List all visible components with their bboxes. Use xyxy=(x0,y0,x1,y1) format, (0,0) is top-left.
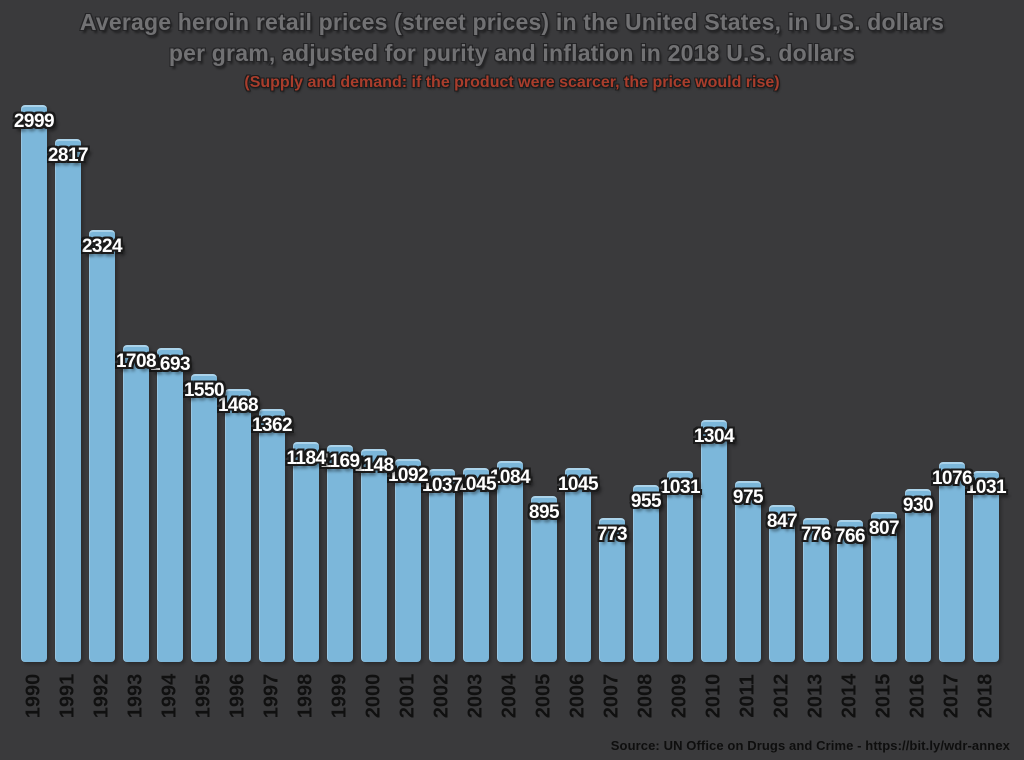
bar-value-label: 1148 xyxy=(352,453,396,478)
year-axis-label: 1992 xyxy=(90,673,113,719)
bar-2011: 975 2011 xyxy=(731,481,766,718)
bar-value-label: 2817 xyxy=(46,143,91,168)
chart-subtitle: (Supply and demand: if the product were … xyxy=(244,73,781,92)
year-axis-label: 2016 xyxy=(906,673,929,719)
year-axis-label: 2006 xyxy=(566,673,589,719)
year-axis-label: 2011 xyxy=(736,674,759,718)
bar-2007: 773 2007 xyxy=(595,518,630,718)
bar-2001: 1092 2001 xyxy=(386,459,431,718)
bar-2006: 1045 2006 xyxy=(556,468,601,718)
bar-2016: 930 2016 xyxy=(901,489,936,718)
bar-1990: 2999 1990 xyxy=(12,105,57,718)
bar-1998: 1184 1998 xyxy=(284,442,328,718)
bar-value-label: 2324 xyxy=(80,234,125,259)
bar-value-label: 1708 xyxy=(114,349,159,374)
bar-value-label: 930 xyxy=(901,493,936,518)
year-axis-label: 2012 xyxy=(770,673,793,719)
year-axis-label: 2013 xyxy=(804,673,827,719)
bar-value-label: 1184 xyxy=(284,446,328,471)
bar-1993: 1708 1993 xyxy=(114,345,159,718)
bar-value-label: 2999 xyxy=(12,109,57,134)
bar-1999: 1169 1999 xyxy=(318,445,362,718)
year-axis-label: 1996 xyxy=(226,673,249,719)
year-axis-label: 2004 xyxy=(498,673,521,719)
bar-value-label: 1550 xyxy=(182,378,227,403)
bar-value-label: 1362 xyxy=(250,413,295,438)
bar-2010: 1304 2010 xyxy=(692,420,737,718)
year-axis-label: 1999 xyxy=(328,673,351,719)
bar-2018: 1031 2018 xyxy=(964,471,1009,718)
year-axis-label: 2008 xyxy=(634,673,657,719)
year-axis-label: 2003 xyxy=(464,673,487,719)
chart-title-line-1: Average heroin retail prices (street pri… xyxy=(79,8,945,36)
bar-2012: 847 2012 xyxy=(765,505,800,718)
year-axis-label: 1994 xyxy=(158,673,181,719)
year-axis-label: 2000 xyxy=(362,673,385,719)
bar-value-label: 1092 xyxy=(386,463,431,488)
bar-value-label: 1084 xyxy=(488,465,533,490)
bar-value-label: 1304 xyxy=(692,424,737,449)
year-axis-label: 2018 xyxy=(974,673,997,719)
year-axis-label: 2017 xyxy=(940,673,963,719)
bar-1996: 1468 1996 xyxy=(216,389,261,718)
bar-2008: 955 2008 xyxy=(629,485,664,718)
year-axis-label: 2005 xyxy=(532,673,555,719)
bar-1991: 2817 1991 xyxy=(46,139,91,718)
year-axis-label: 2009 xyxy=(668,673,691,719)
bar-value-label: 1037 xyxy=(420,473,465,498)
bar-value-label: 1693 xyxy=(148,352,193,377)
bar-2005: 895 2005 xyxy=(527,496,562,718)
bar-value-label: 776 xyxy=(799,522,834,547)
bar-value-label: 955 xyxy=(629,489,664,514)
bar-2013: 776 2013 xyxy=(799,518,834,718)
year-axis-label: 1990 xyxy=(22,673,45,719)
bar-2014: 766 2014 xyxy=(833,520,868,718)
bar-value-label: 1031 xyxy=(964,475,1009,500)
year-axis-label: 2015 xyxy=(872,673,895,719)
bar-value-label: 975 xyxy=(731,485,766,510)
bar-2000: 1148 2000 xyxy=(352,449,396,718)
bar-value-label: 1468 xyxy=(216,393,261,418)
year-axis-label: 2002 xyxy=(430,673,453,719)
year-axis-label: 2014 xyxy=(838,673,861,719)
bar-value-label: 1076 xyxy=(930,466,975,491)
bar-value-label: 766 xyxy=(833,524,868,549)
year-axis-label: 1997 xyxy=(260,673,283,719)
bar-value-label: 1031 xyxy=(658,475,703,500)
bar-2004: 1084 2004 xyxy=(488,461,533,718)
year-axis-label: 2001 xyxy=(396,673,419,719)
bar-2002: 1037 2002 xyxy=(420,469,465,718)
bar-2009: 1031 2009 xyxy=(658,471,703,718)
bar-1995: 1550 1995 xyxy=(182,374,227,718)
bar-2003: 1045 2003 xyxy=(454,468,499,718)
bar-1994: 1693 1994 xyxy=(148,348,193,718)
chart-header: Average heroin retail prices (street pri… xyxy=(0,7,1024,92)
bar-value-label: 895 xyxy=(527,500,562,525)
year-axis-label: 2010 xyxy=(702,673,725,719)
bar-value-label: 847 xyxy=(765,509,800,534)
bar-1997: 1362 1997 xyxy=(250,409,295,718)
bar-2017: 1076 2017 xyxy=(930,462,975,718)
chart-title-line-2: per gram, adjusted for purity and inflat… xyxy=(168,39,856,67)
bar-1992: 2324 1992 xyxy=(80,230,125,718)
source-attribution: Source: UN Office on Drugs and Crime - h… xyxy=(610,738,1010,753)
year-axis-label: 1991 xyxy=(56,673,79,719)
year-axis-label: 1993 xyxy=(124,673,147,719)
bar-value-label: 773 xyxy=(595,522,630,547)
bar-value-label: 807 xyxy=(867,516,902,541)
bar-value-label: 1045 xyxy=(556,472,601,497)
plot-area: 2999 1990 2817 1991 2324 1992 1708 1993 1693 1994… xyxy=(12,102,1009,718)
bar-value-label: 1045 xyxy=(454,472,499,497)
bar-2015: 807 2015 xyxy=(867,512,902,718)
bar-value-label: 1169 xyxy=(318,449,362,474)
year-axis-label: 1995 xyxy=(192,673,215,719)
year-axis-label: 2007 xyxy=(600,673,623,719)
year-axis-label: 1998 xyxy=(294,673,317,719)
